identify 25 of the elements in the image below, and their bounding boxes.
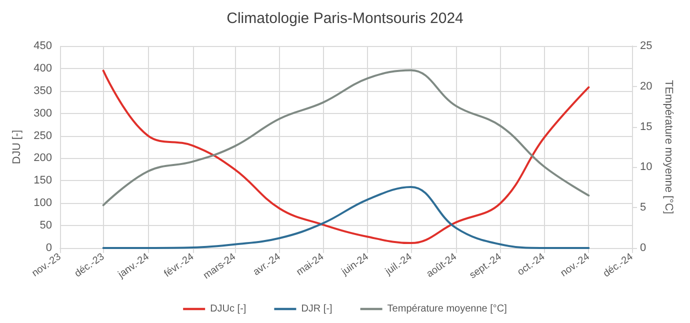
y2-tick-label: 15: [640, 120, 652, 133]
y2-tick-label: 25: [640, 40, 652, 52]
legend-label: Température moyenne [°C]: [387, 304, 508, 314]
y-axis-title: DJU [-]: [11, 130, 24, 164]
y2-axis-title: TEmpérature moyenne [°C]: [662, 80, 675, 214]
line-series: [102, 186, 590, 249]
line-series: [102, 70, 590, 244]
y-tick-label: 400: [34, 62, 52, 74]
y-tick-label: 0: [46, 242, 52, 254]
y-tick-label: 300: [34, 107, 52, 120]
y2-tick-label: 10: [640, 161, 652, 174]
y-tick-label: 450: [34, 40, 52, 52]
y2-tick-label: 5: [640, 202, 646, 214]
y-tick-label: 250: [34, 130, 52, 142]
y2-tick-label: 20: [640, 80, 652, 92]
line-series: [102, 69, 590, 206]
legend-label: DJUc [-]: [210, 304, 246, 314]
y-tick-label: 100: [34, 197, 52, 210]
y-tick-label: 50: [40, 220, 52, 232]
y-tick-label: 200: [34, 152, 52, 164]
y-tick-label: 150: [34, 174, 52, 187]
y2-tick-label: 0: [640, 242, 646, 254]
chart-title: Climatologie Paris-Montsouris 2024: [226, 10, 464, 27]
legend-label: DJR [-]: [301, 304, 333, 314]
y-tick-label: 350: [34, 84, 52, 97]
